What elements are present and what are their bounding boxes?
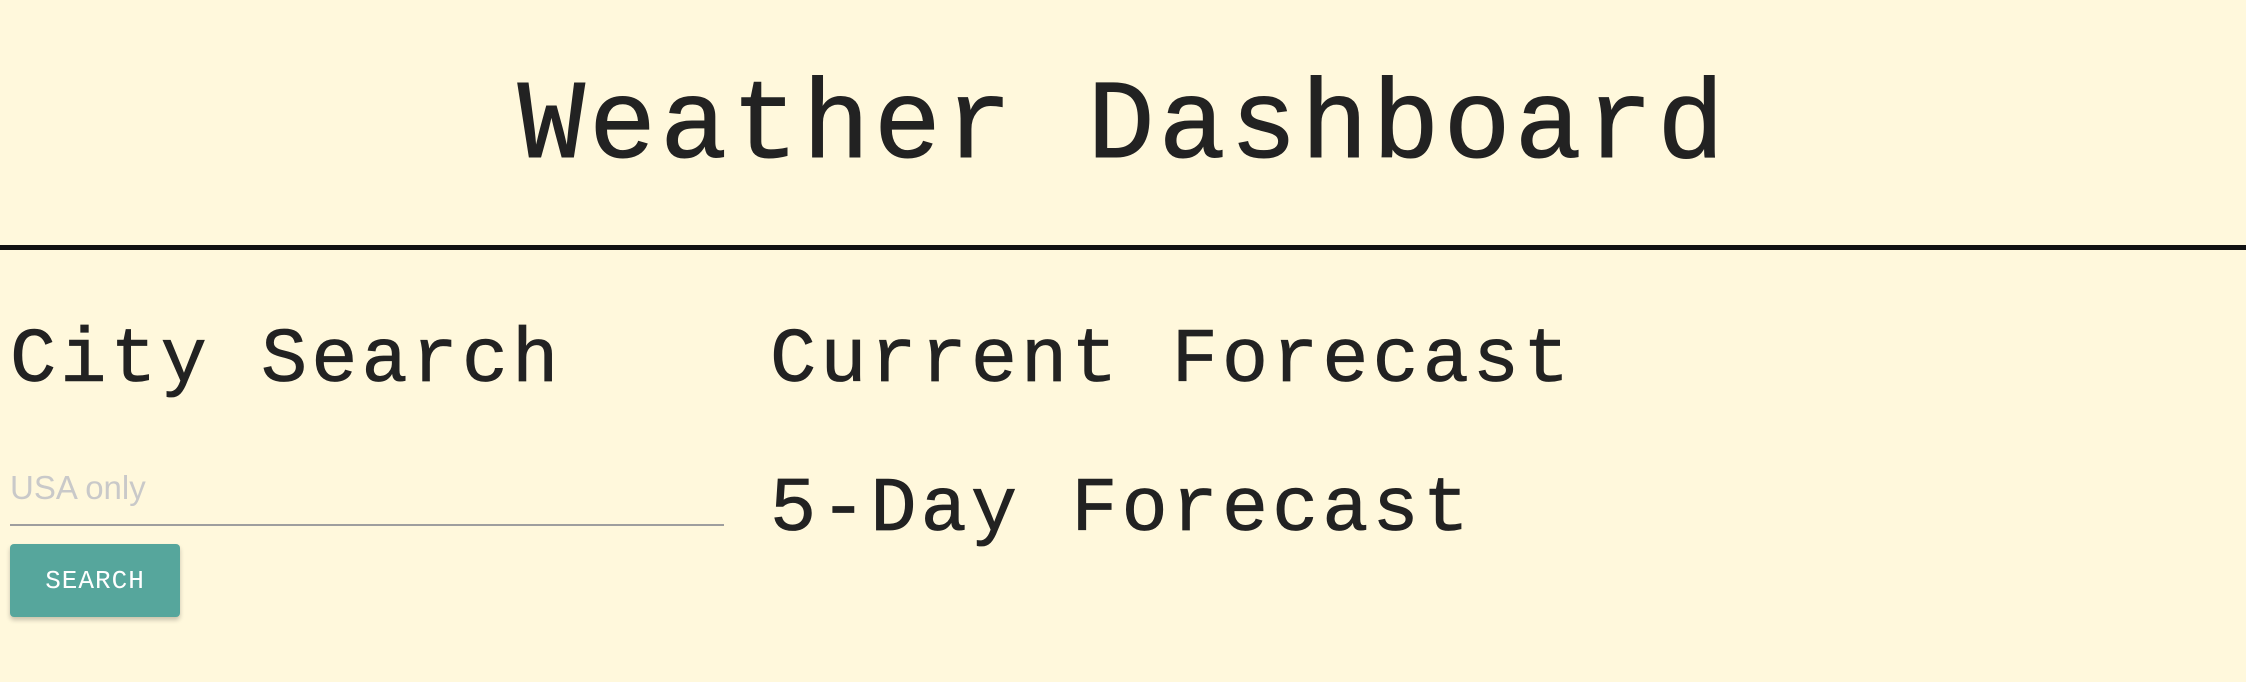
page-title: Weather Dashboard (517, 64, 1729, 191)
page-header: Weather Dashboard (0, 0, 2246, 250)
city-search-input[interactable] (10, 452, 724, 526)
city-search-heading: City Search (10, 318, 563, 405)
five-day-forecast-heading: 5-Day Forecast (770, 467, 1473, 554)
current-forecast-heading: Current Forecast (770, 318, 1574, 405)
search-button[interactable]: SEARCH (10, 544, 180, 617)
